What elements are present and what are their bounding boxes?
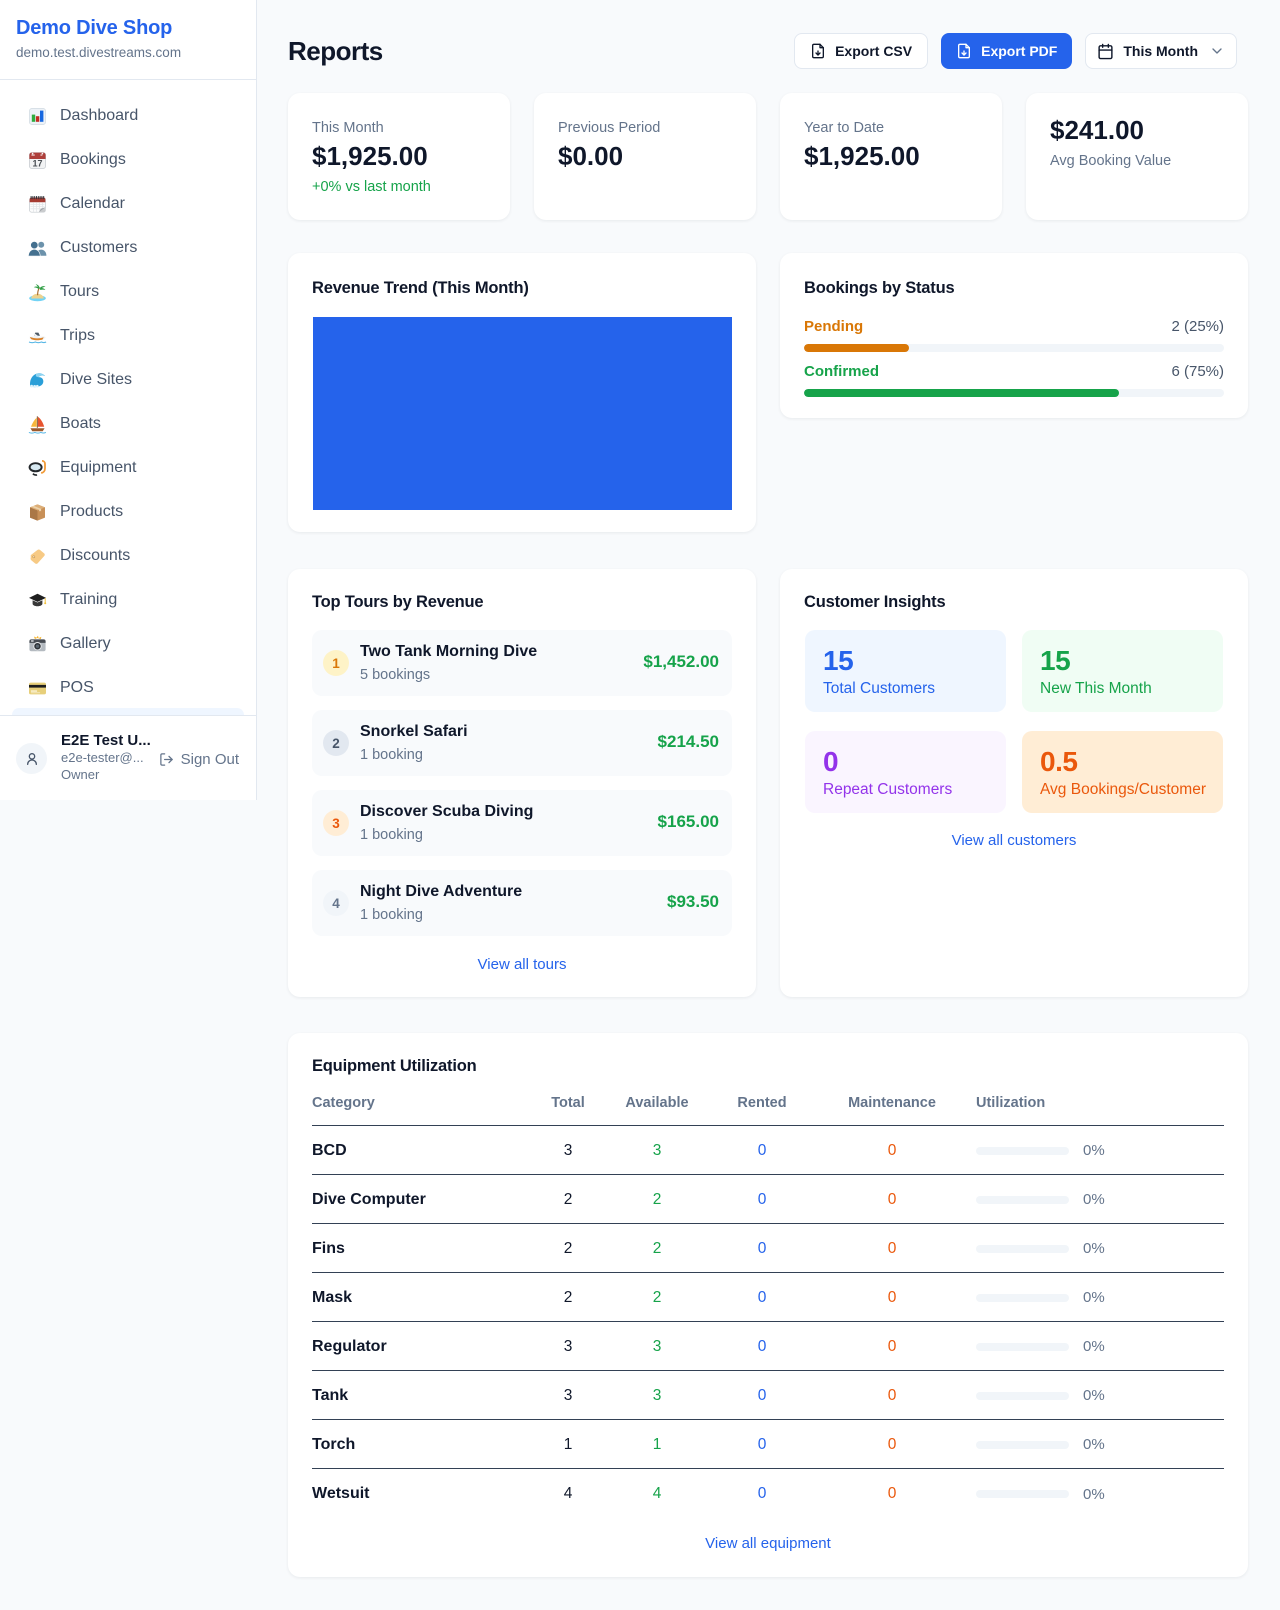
svg-text:17: 17 bbox=[32, 158, 42, 168]
